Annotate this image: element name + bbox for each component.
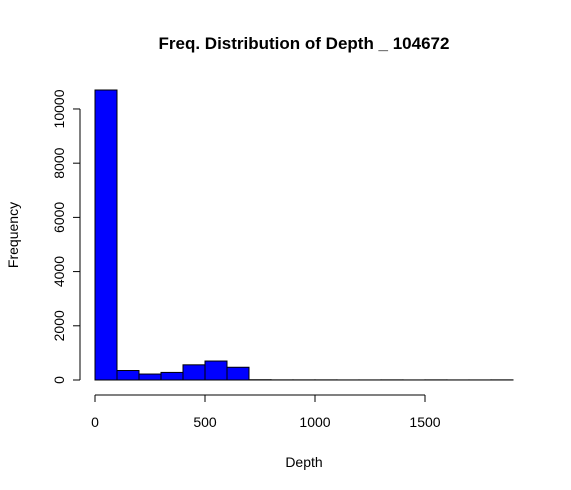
y-tick-label: 6000 [51, 202, 67, 233]
y-axis-label: Frequency [5, 202, 21, 268]
histogram-bar [204, 360, 228, 381]
histogram-bar [116, 370, 140, 381]
y-tick-label: 10000 [51, 89, 67, 128]
y-tick-label: 0 [51, 376, 67, 384]
chart-title: Freq. Distribution of Depth _ 104672 [159, 34, 450, 53]
y-tick-label: 8000 [51, 147, 67, 178]
y-tick-label: 4000 [51, 256, 67, 287]
x-tick-label: 1500 [409, 414, 440, 430]
y-tick-label: 2000 [51, 310, 67, 341]
x-tick-label: 500 [193, 414, 217, 430]
x-axis: 0 500 1000 1500 [91, 394, 441, 430]
histogram-bar [160, 371, 184, 381]
histogram-bar [226, 366, 250, 381]
x-tick-label: 1000 [299, 414, 330, 430]
histogram-bar [94, 89, 118, 381]
x-tick-label: 0 [91, 414, 99, 430]
histogram-bar [138, 373, 162, 381]
bars-group [94, 89, 514, 381]
y-axis: 0 2000 4000 6000 8000 10000 [51, 89, 81, 384]
histogram-bar [182, 364, 206, 381]
x-axis-label: Depth [285, 454, 322, 470]
